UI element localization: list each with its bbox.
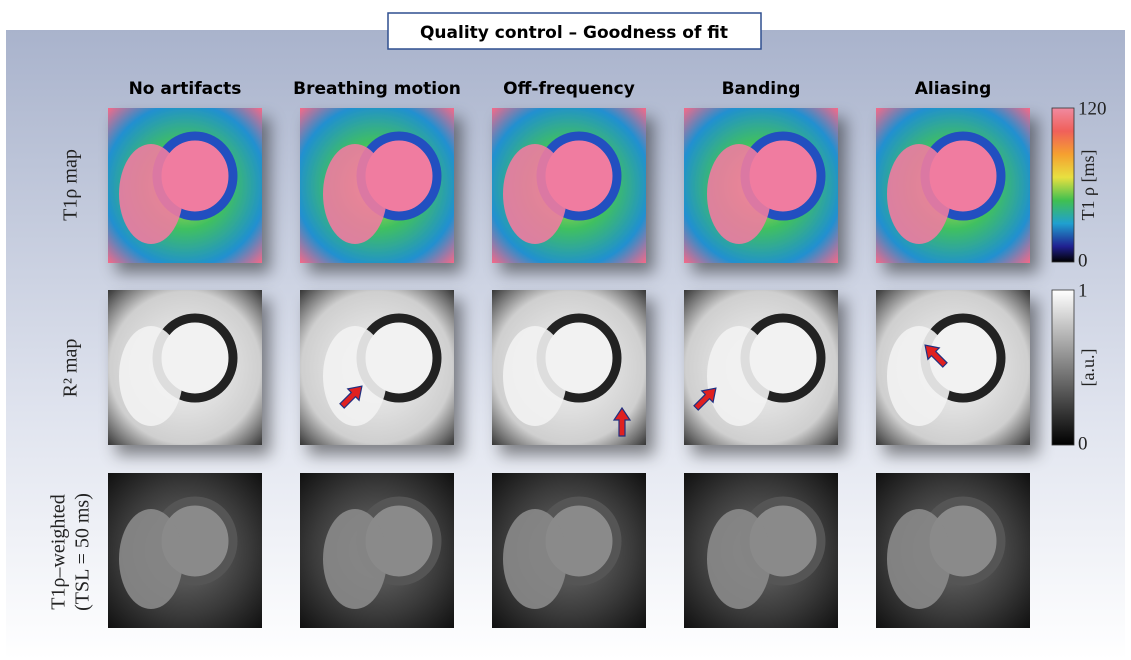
heart-rv xyxy=(503,144,567,244)
colorbar xyxy=(1052,290,1074,445)
colorbar-unit: [a.u.] xyxy=(1078,349,1098,387)
title: Quality control – Goodness of fit xyxy=(420,23,728,43)
colorbar xyxy=(1052,108,1074,262)
column-header: Breathing motion xyxy=(293,79,461,99)
colorbar-min: 0 xyxy=(1078,250,1088,271)
heart-rv xyxy=(707,326,771,426)
image xyxy=(684,108,838,263)
image xyxy=(876,473,1030,628)
heart-rv xyxy=(119,326,183,426)
column-header: Aliasing xyxy=(915,79,992,99)
row-label: T1ρ–weighted xyxy=(48,494,70,610)
heart-rv xyxy=(887,509,951,609)
image xyxy=(300,473,454,628)
colorbar-min: 0 xyxy=(1078,433,1088,454)
image xyxy=(300,290,454,445)
image xyxy=(492,108,646,263)
row-label: R² map xyxy=(60,339,82,398)
image xyxy=(492,473,646,628)
heart-rv xyxy=(323,509,387,609)
image xyxy=(108,290,262,445)
row-label: (TSL = 50 ms) xyxy=(72,493,94,611)
heart-rv xyxy=(323,326,387,426)
heart-rv xyxy=(323,144,387,244)
colorbar-max: 1 xyxy=(1078,280,1088,301)
heart-rv xyxy=(503,509,567,609)
column-header: No artifacts xyxy=(129,79,242,99)
heart-rv xyxy=(119,144,183,244)
image xyxy=(108,473,262,628)
image xyxy=(684,473,838,628)
column-header: Off-frequency xyxy=(503,79,635,99)
heart-rv xyxy=(119,509,183,609)
image xyxy=(300,108,454,263)
heart-rv xyxy=(503,326,567,426)
colorbar-unit: T1 ρ [ms] xyxy=(1078,150,1098,221)
image xyxy=(684,290,838,445)
colorbar-max: 120 xyxy=(1078,98,1107,119)
heart-rv xyxy=(707,509,771,609)
heart-rv xyxy=(887,144,951,244)
image xyxy=(876,290,1030,445)
figure: Quality control – Goodness of fit No art… xyxy=(0,0,1131,660)
image xyxy=(108,108,262,263)
heart-rv xyxy=(707,144,771,244)
column-header: Banding xyxy=(722,79,801,99)
image xyxy=(876,108,1030,263)
row-label: T1ρ map xyxy=(60,149,82,221)
heart-rv xyxy=(887,326,951,426)
